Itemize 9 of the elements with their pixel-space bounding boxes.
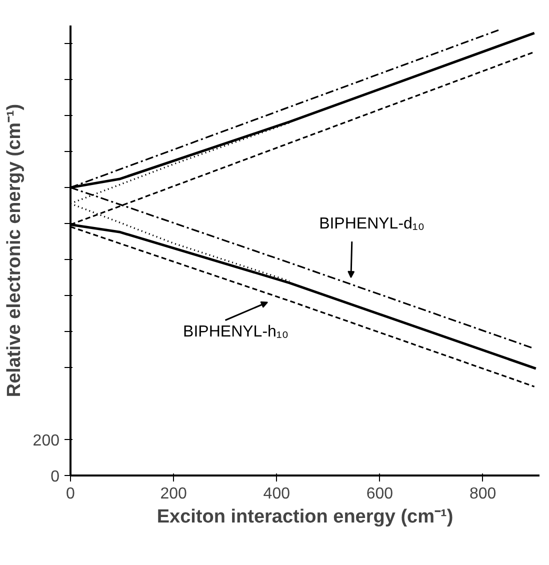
x-tick-label: 600: [366, 486, 394, 502]
x-tick-label: 0: [66, 486, 76, 502]
y-axis-title: Relative electronic energy (cm⁻¹): [4, 104, 25, 398]
x-tick-label: 400: [263, 486, 290, 502]
x-axis-title: Exciton interaction energy (cm⁻¹): [156, 506, 454, 528]
x-tick-label: 800: [469, 486, 496, 502]
annotation: BIPHENYL-d₁₀: [319, 216, 424, 232]
x-tick-label: 200: [160, 486, 188, 502]
annotation: BIPHENYL-h₁₀: [183, 324, 288, 340]
